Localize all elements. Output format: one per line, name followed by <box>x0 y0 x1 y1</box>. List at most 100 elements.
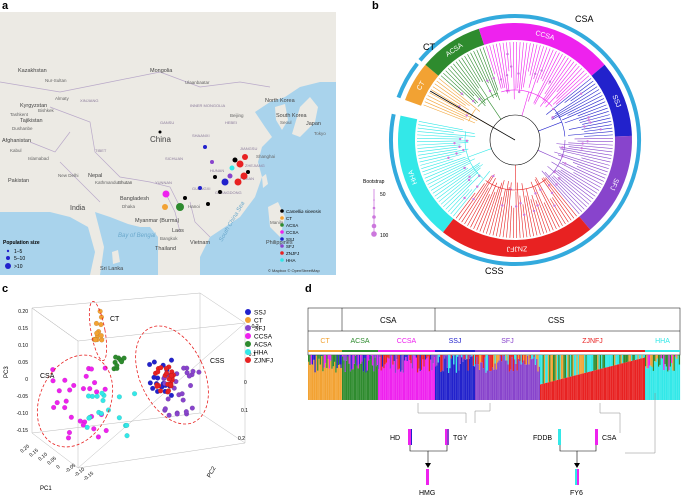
japan-land <box>292 97 318 137</box>
struct-bar-mix <box>353 355 355 364</box>
struct-bar-mix <box>678 355 681 365</box>
struct-bar-mix <box>599 355 602 369</box>
pca-point-zjnfj <box>155 369 161 375</box>
legend-dot-znjfj <box>280 251 284 255</box>
struct-bar-sfj <box>495 369 498 400</box>
pca-legend-dot-ssj <box>245 309 251 315</box>
city-bangkok: Bangkok <box>160 236 178 241</box>
struct-bar-sfj <box>476 356 478 400</box>
struct-bar-zjnfj <box>585 372 587 400</box>
csa-ellipse <box>36 354 114 448</box>
struct-bar-mix <box>667 355 669 372</box>
svg-text:-0.1: -0.1 <box>247 352 256 358</box>
struct-bar-acsa <box>343 360 345 400</box>
pca-point-ccsa <box>94 389 100 395</box>
css-group-arc <box>389 59 641 266</box>
struct-bar-sfj <box>508 371 511 400</box>
label-china: China <box>150 135 171 144</box>
struct-bar-mix <box>352 355 354 370</box>
prov-yunnan: YUNNAN <box>155 180 172 185</box>
clade-ring-acsa <box>425 28 485 76</box>
struct-bar-mix <box>379 355 381 358</box>
pca-point-sfj <box>186 373 192 379</box>
struct-bar-mix <box>444 355 446 359</box>
svg-text:0.20: 0.20 <box>19 444 30 455</box>
struct-bar-ct <box>335 372 337 400</box>
struct-bar-zjnfj <box>640 358 642 400</box>
pc3-axis-label: PC3 <box>4 366 10 378</box>
struct-bar-ssj <box>442 371 445 400</box>
struct-bar-mix <box>608 355 611 367</box>
pca-legend-label-zjnfj: ZJNFJ <box>254 358 273 365</box>
struct-bar-mix <box>336 355 338 369</box>
label-sri-lanka: Sri Lanka <box>100 266 124 272</box>
struct-bar-mix <box>371 355 374 366</box>
label-laos: Laos <box>172 228 184 234</box>
struct-bar-ssj <box>454 355 456 400</box>
city-hanoi: Hanoi <box>188 204 200 209</box>
struct-bar-zjnfj <box>615 364 617 400</box>
struct-bar-sfj <box>480 362 482 400</box>
pca-point-ccsa <box>83 373 89 379</box>
city-kathmandu: Kathmandu <box>95 180 119 185</box>
struct-bar-zjnfj <box>581 373 583 400</box>
struct-bar-sfj <box>502 355 504 400</box>
struct-bar-sfj <box>511 357 513 400</box>
struct-bar-mix <box>337 355 340 366</box>
struct-bar-mix <box>668 355 670 371</box>
struct-bar-zjnfj <box>625 362 628 400</box>
struct-bar-mix <box>543 355 546 384</box>
struct-bar-mix <box>380 355 382 371</box>
struct-bar-hha <box>668 370 670 400</box>
struct-bar-mix <box>554 355 556 381</box>
struct-bar-sfj <box>506 360 508 400</box>
struct-bar-sfj <box>475 363 477 400</box>
struct-css-label: CSS <box>548 316 564 325</box>
struct-bar-ct <box>323 367 325 400</box>
svg-text:SSJ: SSJ <box>286 237 294 242</box>
city-almaty: Almaty <box>55 96 70 101</box>
legend-dot-acsa <box>280 223 284 227</box>
struct-bar-zjnfj <box>619 363 621 400</box>
svg-text:0.05: 0.05 <box>46 456 57 467</box>
struct-bar-mix <box>589 355 591 372</box>
struct-bar-hha <box>654 361 656 400</box>
struct-bar-zjnfj <box>553 380 555 400</box>
struct-bar-mix <box>490 355 492 371</box>
struct-bar-mix <box>594 355 596 371</box>
struct-bar-ct <box>327 359 329 400</box>
struct-bar-mix <box>663 355 665 371</box>
struct-bar-ssj <box>444 358 446 400</box>
struct-bar-mix <box>584 355 586 373</box>
struct-bar-mix <box>499 355 501 356</box>
struct-bar-mix <box>427 355 429 357</box>
pca-point-hha <box>100 397 106 404</box>
struct-bar-zjnfj <box>627 361 629 400</box>
svg-text:-0.10: -0.10 <box>17 411 29 417</box>
pca-point-hha <box>124 433 130 439</box>
svg-text:>10: >10 <box>14 264 23 270</box>
struct-bar-ssj <box>474 366 476 400</box>
struct-bar-hha <box>669 366 671 400</box>
struct-bar-mix <box>576 355 578 375</box>
pc3-ticks: 0.20 0.15 0.10 0.05 0 -0.05 -0.10 -0.15 <box>17 309 29 434</box>
struct-bar-mix <box>484 355 486 358</box>
struct-bar-ccsa <box>380 370 382 400</box>
struct-bar-ct <box>334 361 336 400</box>
pca-point-ccsa <box>62 405 68 411</box>
pca-point-ccsa <box>88 366 95 372</box>
pca-legend-dot-hha <box>245 349 251 355</box>
struct-bar-acsa <box>344 371 346 400</box>
struct-bar-ccsa <box>422 359 424 400</box>
pca-point-ct <box>98 314 104 320</box>
struct-bar-mix <box>532 355 534 359</box>
struct-bar-ccsa <box>385 362 388 400</box>
pca-point-sfj <box>187 382 194 389</box>
struct-bar-mix <box>409 355 411 361</box>
struct-bar-mix <box>436 355 438 366</box>
struct-bar-mix <box>387 355 389 358</box>
struct-bar-ct <box>313 359 315 400</box>
struct-bar-mix <box>345 355 348 361</box>
struct-bar-mix <box>651 355 653 368</box>
